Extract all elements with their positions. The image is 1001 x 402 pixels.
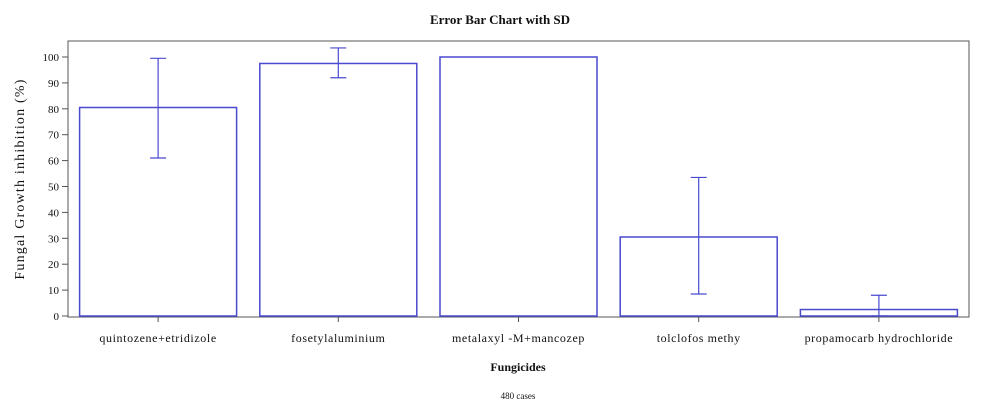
y-tick-label: 50 <box>48 182 60 194</box>
y-tick-label: 0 <box>54 311 60 323</box>
x-axis-label: Fungicides <box>490 360 546 374</box>
chart-title: Error Bar Chart with SD <box>430 12 570 27</box>
x-tick-label: tolclofos methy <box>657 331 741 345</box>
y-axis-label: Fungal Growth inhibition (%) <box>13 78 28 279</box>
x-tick-label: propamocarb hydrochloride <box>805 331 954 345</box>
x-tick-label: fosetylaluminium <box>291 331 385 345</box>
x-tick-label: metalaxyl -M+mancozep <box>452 331 585 345</box>
error-bar <box>690 176 707 295</box>
bars <box>78 56 959 317</box>
y-tick-label: 80 <box>48 104 60 116</box>
y-tick-label: 10 <box>48 285 60 297</box>
y-tick-label: 20 <box>48 259 60 271</box>
x-tick-label: quintozene+etridizole <box>99 331 216 345</box>
y-tick-label: 90 <box>48 78 60 90</box>
bar <box>259 62 418 317</box>
y-tick-label: 60 <box>48 156 60 168</box>
error-bar <box>330 47 347 79</box>
bar <box>439 56 598 317</box>
y-axis: 0 10 20 30 40 50 60 70 80 90 100 <box>43 52 68 323</box>
y-tick-label: 40 <box>48 207 60 219</box>
y-tick-label: 100 <box>43 52 60 64</box>
error-bars <box>150 47 887 317</box>
x-axis: quintozene+etridizole fosetylaluminium met… <box>99 317 953 345</box>
y-tick-label: 30 <box>48 233 60 245</box>
error-bar <box>150 57 167 159</box>
error-bar <box>870 294 887 317</box>
chart-caption: 480 cases <box>501 391 536 401</box>
y-tick-label: 70 <box>48 130 60 142</box>
